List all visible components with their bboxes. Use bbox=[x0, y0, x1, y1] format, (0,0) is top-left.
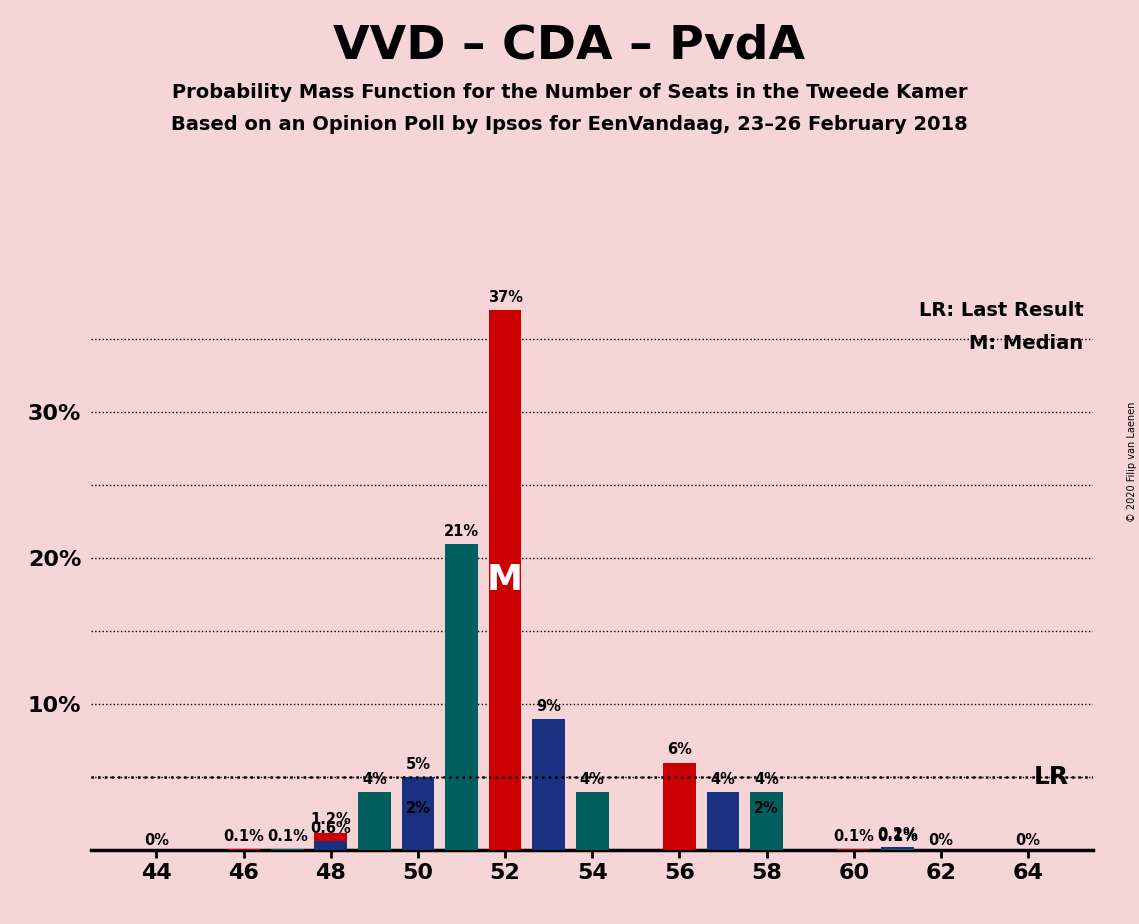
Text: 9%: 9% bbox=[536, 699, 562, 713]
Text: LR: LR bbox=[1033, 765, 1068, 789]
Text: 2%: 2% bbox=[405, 801, 431, 816]
Bar bbox=[532, 719, 565, 850]
Bar bbox=[271, 848, 304, 850]
Text: © 2020 Filip van Laenen: © 2020 Filip van Laenen bbox=[1126, 402, 1137, 522]
Bar bbox=[837, 848, 870, 850]
Text: 5%: 5% bbox=[405, 757, 431, 772]
Bar bbox=[576, 792, 608, 850]
Bar bbox=[663, 762, 696, 850]
Text: 0.1%: 0.1% bbox=[223, 829, 264, 844]
Text: Based on an Opinion Poll by Ipsos for EenVandaag, 23–26 February 2018: Based on an Opinion Poll by Ipsos for Ee… bbox=[171, 116, 968, 135]
Text: 0%: 0% bbox=[928, 833, 953, 847]
Bar bbox=[751, 821, 782, 850]
Bar bbox=[489, 310, 522, 850]
Text: 4%: 4% bbox=[362, 772, 387, 786]
Bar bbox=[358, 792, 391, 850]
Text: VVD – CDA – PvdA: VVD – CDA – PvdA bbox=[334, 23, 805, 68]
Bar bbox=[228, 848, 260, 850]
Text: 4%: 4% bbox=[711, 772, 736, 786]
Text: 4%: 4% bbox=[580, 772, 605, 786]
Bar bbox=[751, 792, 782, 850]
Text: 0.1%: 0.1% bbox=[834, 829, 875, 844]
Bar bbox=[402, 777, 434, 850]
Text: 0%: 0% bbox=[1016, 833, 1041, 847]
Text: 0%: 0% bbox=[144, 833, 169, 847]
Text: M: Median: M: Median bbox=[969, 334, 1083, 354]
Bar bbox=[314, 842, 347, 850]
Text: 0.6%: 0.6% bbox=[311, 821, 351, 836]
Text: 21%: 21% bbox=[444, 524, 480, 539]
Text: 1.2%: 1.2% bbox=[311, 812, 351, 828]
Bar bbox=[402, 821, 434, 850]
Bar bbox=[706, 792, 739, 850]
Bar bbox=[445, 543, 478, 850]
Text: M: M bbox=[487, 563, 523, 597]
Text: 0.2%: 0.2% bbox=[877, 827, 918, 842]
Bar bbox=[314, 833, 347, 850]
Bar bbox=[880, 848, 913, 850]
Text: 4%: 4% bbox=[754, 772, 779, 786]
Text: LR: Last Result: LR: Last Result bbox=[919, 301, 1083, 321]
Text: 2%: 2% bbox=[754, 801, 779, 816]
Text: Probability Mass Function for the Number of Seats in the Tweede Kamer: Probability Mass Function for the Number… bbox=[172, 83, 967, 103]
Text: 0.1%: 0.1% bbox=[877, 829, 918, 844]
Text: 37%: 37% bbox=[487, 290, 523, 305]
Bar bbox=[880, 847, 913, 850]
Text: 0.1%: 0.1% bbox=[267, 829, 308, 844]
Text: 6%: 6% bbox=[667, 743, 691, 758]
